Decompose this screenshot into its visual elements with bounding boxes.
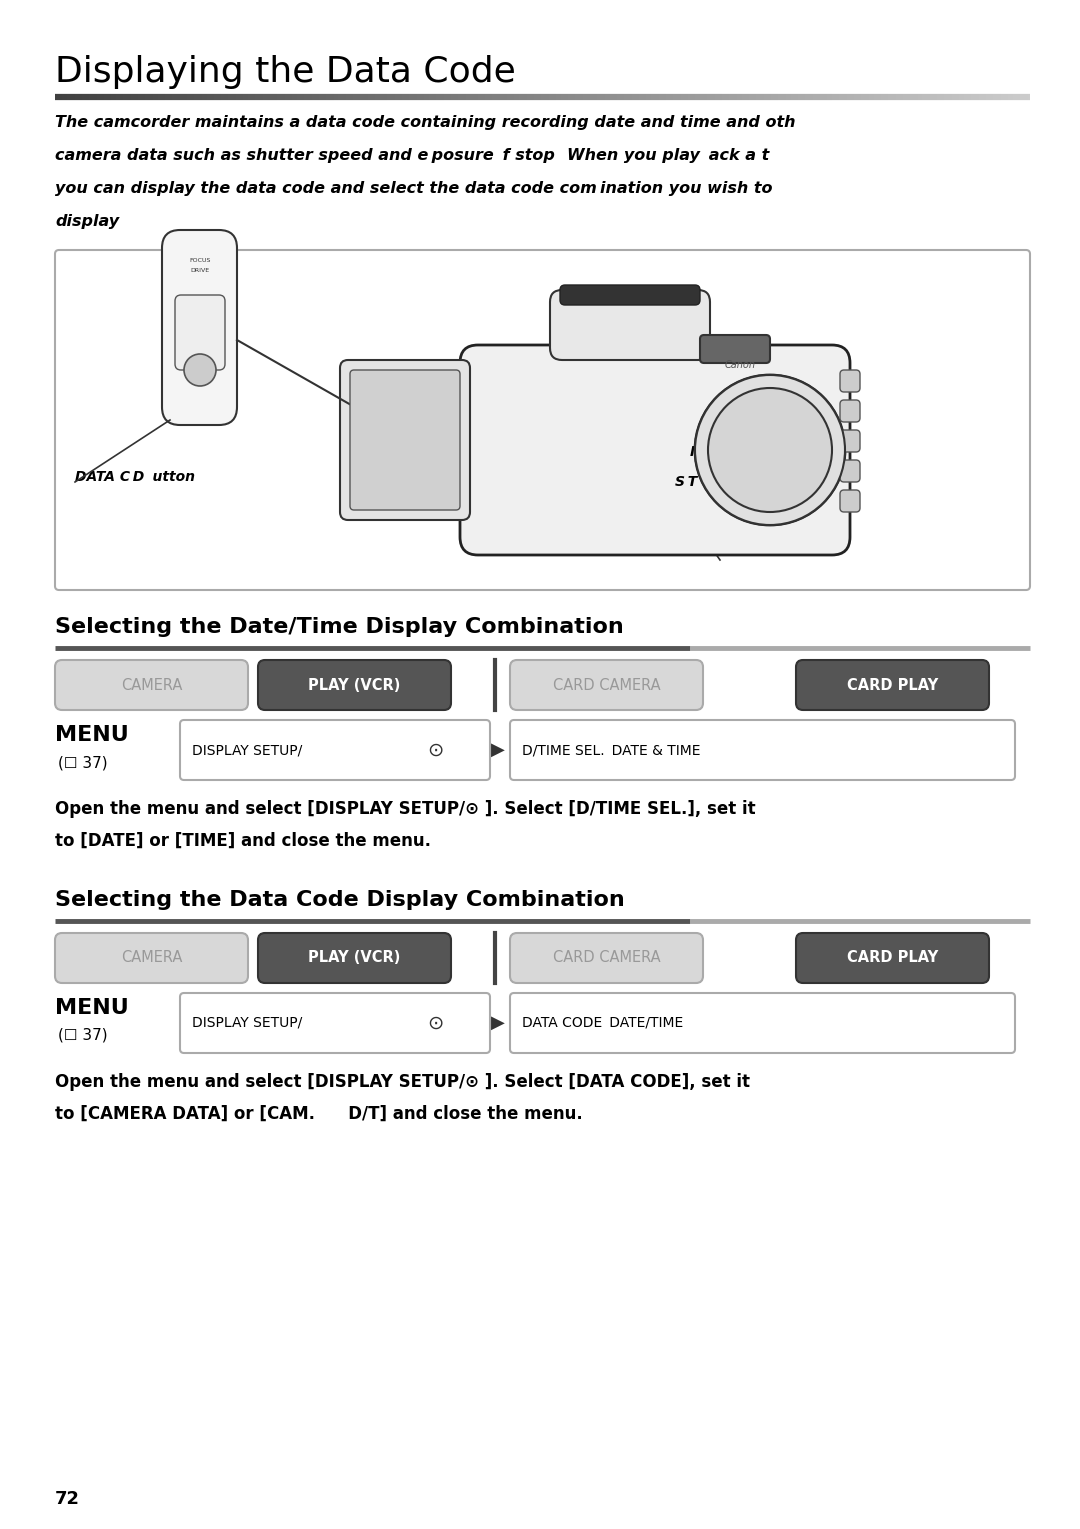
- FancyBboxPatch shape: [561, 284, 700, 304]
- FancyBboxPatch shape: [796, 661, 989, 709]
- Text: (☐ 37): (☐ 37): [58, 1027, 108, 1043]
- Circle shape: [708, 388, 832, 512]
- Text: S T dial: S T dial: [675, 476, 731, 489]
- FancyBboxPatch shape: [700, 335, 770, 362]
- Text: PLAY (VCR): PLAY (VCR): [308, 951, 401, 965]
- Text: Selecting the Data Code Display Combination: Selecting the Data Code Display Combinat…: [55, 890, 624, 910]
- Text: DATA CODE DATE/TIME: DATA CODE DATE/TIME: [522, 1015, 684, 1031]
- Circle shape: [184, 355, 216, 385]
- FancyBboxPatch shape: [162, 229, 237, 425]
- Text: Open the menu and select [DISPLAY SETUP/⊙ ]. Select [D/TIME SEL.], set it: Open the menu and select [DISPLAY SETUP/…: [55, 800, 756, 818]
- FancyBboxPatch shape: [840, 489, 860, 512]
- FancyBboxPatch shape: [550, 291, 710, 359]
- Text: DISPLAY SETUP/: DISPLAY SETUP/: [192, 1015, 302, 1031]
- Text: Canon: Canon: [725, 359, 756, 370]
- Text: M U utton: M U utton: [690, 445, 762, 459]
- Text: ▶: ▶: [491, 1014, 505, 1032]
- FancyBboxPatch shape: [796, 933, 989, 983]
- Text: camera data such as shutter speed and e posure  f stop   When you play  ack a t: camera data such as shutter speed and e …: [55, 148, 769, 164]
- FancyBboxPatch shape: [258, 661, 451, 709]
- Text: CAMERA: CAMERA: [121, 951, 183, 965]
- Text: Displaying the Data Code: Displaying the Data Code: [55, 55, 516, 89]
- Text: Selecting the Date/Time Display Combination: Selecting the Date/Time Display Combinat…: [55, 618, 624, 638]
- Text: CAMERA: CAMERA: [121, 677, 183, 693]
- FancyBboxPatch shape: [510, 933, 703, 983]
- Text: ▶: ▶: [491, 742, 505, 758]
- FancyBboxPatch shape: [510, 720, 1015, 780]
- FancyBboxPatch shape: [175, 295, 225, 370]
- FancyBboxPatch shape: [840, 460, 860, 482]
- FancyBboxPatch shape: [350, 370, 460, 511]
- Text: DRIVE: DRIVE: [190, 268, 210, 272]
- Text: to [CAMERA DATA] or [CAM.  D/T] and close the menu.: to [CAMERA DATA] or [CAM. D/T] and close…: [55, 1105, 583, 1122]
- FancyBboxPatch shape: [840, 430, 860, 453]
- Text: (☐ 37): (☐ 37): [58, 755, 108, 771]
- Text: D/TIME SEL. DATE & TIME: D/TIME SEL. DATE & TIME: [522, 743, 701, 757]
- Text: you can display the data code and select the data code com ination you wish to: you can display the data code and select…: [55, 180, 772, 196]
- Text: display: display: [55, 214, 119, 229]
- Text: FOCUS: FOCUS: [189, 257, 211, 263]
- Text: DISPLAY SETUP/: DISPLAY SETUP/: [192, 743, 302, 757]
- FancyBboxPatch shape: [258, 933, 451, 983]
- FancyBboxPatch shape: [180, 720, 490, 780]
- Text: CARD CAMERA: CARD CAMERA: [553, 677, 660, 693]
- Text: MENU: MENU: [55, 998, 129, 1018]
- Text: CARD PLAY: CARD PLAY: [847, 677, 939, 693]
- Text: MENU: MENU: [55, 725, 129, 745]
- FancyBboxPatch shape: [180, 992, 490, 1053]
- Text: CARD PLAY: CARD PLAY: [847, 951, 939, 965]
- Text: The camcorder maintains a data code containing recording date and time and oth: The camcorder maintains a data code cont…: [55, 115, 796, 130]
- Text: ⊙: ⊙: [427, 1014, 443, 1032]
- FancyBboxPatch shape: [840, 401, 860, 422]
- Text: DATA C D   utton: DATA C D utton: [75, 469, 195, 485]
- Circle shape: [723, 402, 818, 498]
- Text: to [DATE] or [TIME] and close the menu.: to [DATE] or [TIME] and close the menu.: [55, 832, 431, 850]
- FancyBboxPatch shape: [55, 661, 248, 709]
- FancyBboxPatch shape: [460, 346, 850, 555]
- FancyBboxPatch shape: [840, 370, 860, 391]
- FancyBboxPatch shape: [510, 992, 1015, 1053]
- Text: 72: 72: [55, 1489, 80, 1508]
- FancyBboxPatch shape: [55, 251, 1030, 590]
- Text: PLAY (VCR): PLAY (VCR): [308, 677, 401, 693]
- Text: Open the menu and select [DISPLAY SETUP/⊙ ]. Select [DATA CODE], set it: Open the menu and select [DISPLAY SETUP/…: [55, 1073, 750, 1092]
- Circle shape: [750, 430, 789, 469]
- FancyBboxPatch shape: [340, 359, 470, 520]
- Circle shape: [735, 414, 805, 485]
- Text: ⊙: ⊙: [427, 740, 443, 760]
- FancyBboxPatch shape: [55, 933, 248, 983]
- FancyBboxPatch shape: [510, 661, 703, 709]
- Circle shape: [696, 375, 845, 524]
- Text: CARD CAMERA: CARD CAMERA: [553, 951, 660, 965]
